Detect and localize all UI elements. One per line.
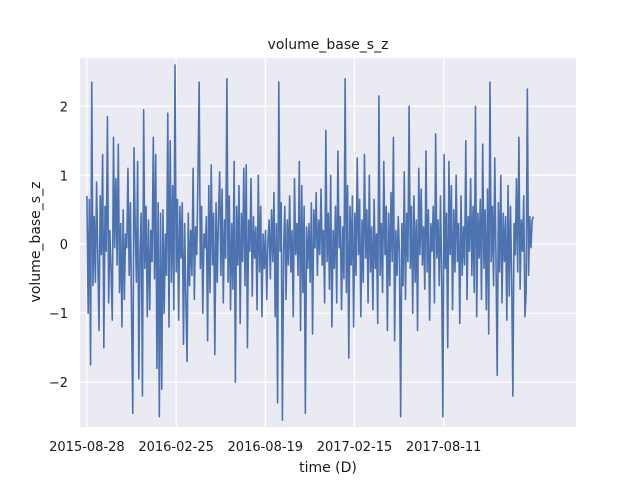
y-tick-label: 1 <box>60 169 68 184</box>
chart-title: volume_base_s_z <box>268 37 389 53</box>
x-tick-label: 2017-08-11 <box>406 440 482 455</box>
x-tick-label: 2015-08-28 <box>49 440 125 455</box>
y-axis-label: volume_base_s_z <box>28 182 44 303</box>
y-tick-label: −2 <box>49 376 68 391</box>
x-tick-label: 2016-08-19 <box>228 440 304 455</box>
x-tick-labels: 2015-08-28 2016-02-25 2016-08-19 2017-02-15… <box>49 440 481 455</box>
y-tick-labels: 2 1 0 −1 −2 <box>49 100 68 391</box>
x-tick-label: 2017-02-15 <box>317 440 393 455</box>
series-line <box>86 64 535 421</box>
x-tick-label: 2016-02-25 <box>138 440 214 455</box>
y-tick-label: −1 <box>49 307 68 322</box>
x-axis-label: time (D) <box>299 460 357 476</box>
y-tick-label: 2 <box>60 100 68 115</box>
y-tick-label: 0 <box>60 238 68 253</box>
